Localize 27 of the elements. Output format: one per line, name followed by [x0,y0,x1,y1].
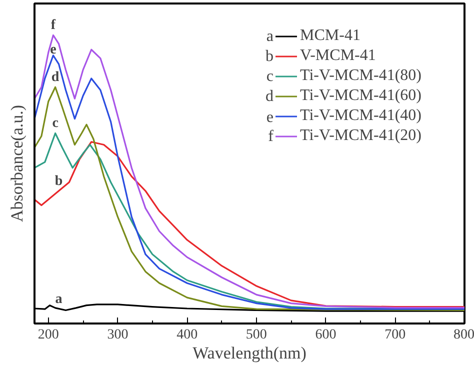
x-tick-label: 700 [384,328,406,342]
annotation: f [50,18,56,34]
x-tick-label: 400 [176,328,198,342]
x-tick-label: 600 [315,328,336,342]
annotation: e [50,42,56,58]
legend-label: Ti-V-MCM-41(80) [300,66,422,86]
annotation: c [52,116,58,132]
x-tick-label: 300 [107,328,128,342]
annotation: d [51,70,60,86]
x-tick-label: 800 [454,328,474,342]
annotation: a [55,292,62,308]
legend-label: Ti-V-MCM-41(20) [300,126,422,146]
legend-label: MCM-41 [300,26,360,46]
text: b [266,48,274,65]
text: e [266,109,274,126]
x-tick-label: 200 [38,328,59,342]
y-axis-title: Absorbance(a.u.) [8,104,26,222]
text: f [268,128,274,145]
x-axis-title: Wavelength(nm) [192,344,306,362]
legend-label: Ti-V-MCM-41(40) [300,106,422,126]
legend-label: Ti-V-MCM-41(60) [300,86,422,106]
legend-label: V-MCM-41 [300,46,376,66]
text: d [266,88,274,105]
x-tick-label: 500 [246,328,267,342]
annotation: b [54,174,63,189]
text: c [266,68,274,85]
text: a [266,28,274,45]
